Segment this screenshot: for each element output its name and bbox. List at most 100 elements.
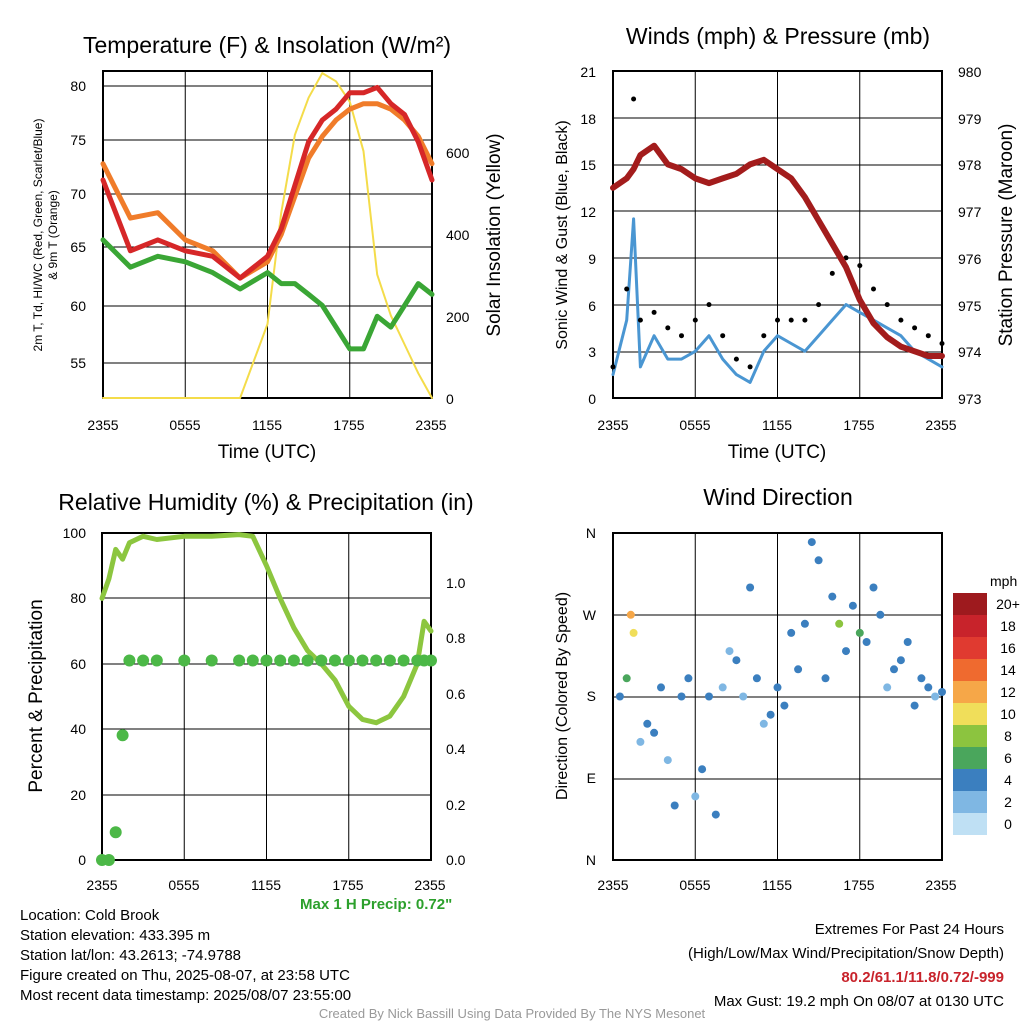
temp-x-axis-label: Time (UTC) xyxy=(218,442,317,463)
rh-y2-tick: 1.0 xyxy=(446,575,466,591)
direction-point xyxy=(615,692,624,701)
direction-point xyxy=(876,610,885,619)
temp-x-tick-labels: 2355 0555 1155 1755 2355 xyxy=(87,417,446,433)
temp-y-tick: 70 xyxy=(70,186,86,202)
direction-point xyxy=(890,665,898,674)
direction-point xyxy=(677,692,686,701)
dir-x-tick: 2355 xyxy=(925,877,956,893)
gust-point xyxy=(788,317,794,323)
wind-y2-tick: 976 xyxy=(958,251,982,267)
temp-series-line-3 xyxy=(102,72,433,399)
rh-plot-frame xyxy=(101,532,432,861)
gust-point xyxy=(624,286,630,292)
wind-y2-tick: 974 xyxy=(958,344,982,360)
direction-point xyxy=(732,656,741,665)
direction-point xyxy=(691,792,700,801)
gust-point xyxy=(747,364,753,370)
temp-y-axis-label-line1: 2m T, Td, HI/WC (Red, Green, Scarlet/Blu… xyxy=(31,119,45,352)
speed-colorbar: 20+ 18 16 14 12 10 8 6 4 2 0 xyxy=(953,593,1020,835)
colorbar-label: 2 xyxy=(1004,794,1012,810)
station-latlon: Station lat/lon: 43.2613; -74.9788 xyxy=(20,947,242,964)
wind-x-tick: 2355 xyxy=(925,417,956,433)
colorbar-swatch xyxy=(953,681,987,703)
direction-point xyxy=(759,719,768,728)
wind-y2-tick: 978 xyxy=(958,157,982,173)
precip-point xyxy=(370,654,383,667)
colorbar-label: 10 xyxy=(1000,706,1016,722)
direction-point xyxy=(855,628,864,637)
rh-y2-tick: 0.8 xyxy=(446,630,466,646)
dir-series xyxy=(615,538,946,819)
precip-point xyxy=(150,654,163,667)
wind-y2-tick: 979 xyxy=(958,111,982,127)
wind-plot-frame xyxy=(612,70,943,399)
wind-y2-tick: 980 xyxy=(958,64,982,80)
precip-point xyxy=(356,654,369,667)
wind-y-tick: 18 xyxy=(580,111,596,127)
dir-y-tick: S xyxy=(587,688,596,704)
pressure-line xyxy=(610,142,945,359)
direction-point xyxy=(869,583,878,592)
rh-grid xyxy=(102,533,431,860)
direction-point xyxy=(821,674,830,683)
dir-y-tick: N xyxy=(586,852,596,868)
colorbar-swatch xyxy=(953,593,987,615)
temp-y-axis-label-line2: & 9m T (Orange) xyxy=(46,190,60,280)
precip-point xyxy=(329,654,341,667)
temp-x-tick: 1155 xyxy=(252,417,282,433)
dir-grid xyxy=(613,533,942,860)
colorbar-swatch xyxy=(953,637,987,659)
rh-x-tick: 1755 xyxy=(332,877,363,893)
figure-created: Figure created on Thu, 2025-08-07, at 23… xyxy=(20,967,350,984)
rh-series xyxy=(96,532,437,866)
temp-plot-frame xyxy=(102,70,433,399)
rh-y-tick: 0 xyxy=(78,852,86,868)
temp-x-tick: 1755 xyxy=(333,417,364,433)
precip-point xyxy=(315,654,328,667)
precip-point xyxy=(233,654,246,667)
direction-point xyxy=(862,638,871,646)
direction-point xyxy=(794,665,803,674)
direction-point xyxy=(670,801,679,810)
direction-point xyxy=(725,647,734,656)
rh-x-tick-labels: 2355 0555 1155 1755 2355 xyxy=(86,877,445,893)
dir-y-tick-labels: N E S W N xyxy=(583,525,597,868)
gust-point xyxy=(871,286,876,292)
temp-series-line-1 xyxy=(100,101,435,281)
rh-y-tick-labels: 0 20 40 60 80 100 xyxy=(63,525,87,868)
direction-point xyxy=(910,701,919,710)
direction-point xyxy=(684,674,693,683)
credit-line: Created By Nick Bassill Using Data Provi… xyxy=(318,1006,706,1021)
wind-y2-axis-label: Station Pressure (Maroon) xyxy=(996,124,1017,347)
wind-y2-tick: 975 xyxy=(958,298,982,314)
direction-point xyxy=(622,674,631,683)
direction-point xyxy=(766,710,775,719)
temp-series-line-0 xyxy=(100,84,435,281)
temp-series-line-2 xyxy=(100,237,435,352)
direction-point xyxy=(739,692,748,701)
rh-y2-tick: 0.2 xyxy=(446,797,466,813)
direction-point xyxy=(814,556,823,565)
temp-y2-tick: 600 xyxy=(446,145,470,161)
gust-point xyxy=(925,333,931,339)
sonic-wind-line xyxy=(611,217,944,384)
direction-point xyxy=(663,756,672,765)
temp-y-tick: 65 xyxy=(70,239,86,255)
gust-point xyxy=(679,333,684,339)
wind-y-tick: 21 xyxy=(580,64,596,80)
temp-y2-tick: 400 xyxy=(446,227,470,243)
temp-grid xyxy=(103,71,432,398)
direction-point xyxy=(917,674,926,683)
dir-y-axis-label: Direction (Colored By Speed) xyxy=(554,592,571,800)
precip-point xyxy=(102,854,115,866)
direction-point xyxy=(787,628,796,637)
colorbar-swatch xyxy=(953,813,987,835)
direction-point xyxy=(698,765,707,774)
rh-y-axis-label: Percent & Precipitation xyxy=(26,599,47,792)
wind-y2-tick: 977 xyxy=(958,204,982,220)
wind-x-tick: 1155 xyxy=(762,417,792,433)
dir-y-tick: E xyxy=(587,770,596,786)
direction-point xyxy=(931,692,940,701)
temp-y-tick: 80 xyxy=(70,78,86,94)
